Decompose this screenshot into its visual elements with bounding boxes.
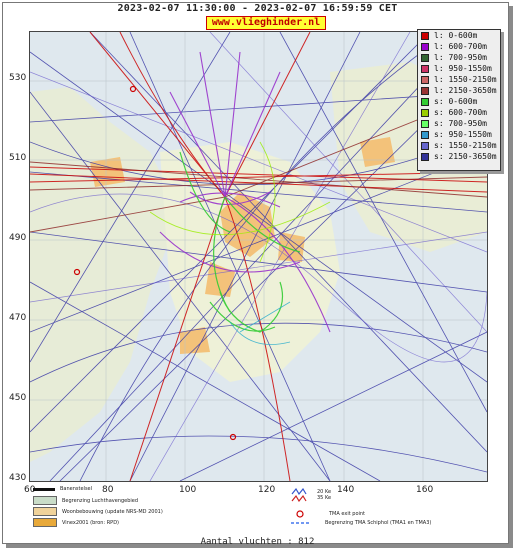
key-label: 20 Ke — [317, 489, 332, 495]
legend-swatch — [421, 119, 429, 128]
legend-item: l: 2150-3650m — [418, 85, 500, 96]
altitude-legend: l: 0-600m l: 600-700m l: 700-950m l: 950… — [417, 29, 501, 171]
y-tick-label: 470 — [9, 313, 27, 323]
legend-swatch — [421, 152, 429, 161]
legend-swatch — [421, 53, 429, 62]
noise-contour-icon — [291, 488, 307, 502]
key-housing: Woonbebouwing (update NRS-MD 2001) — [33, 507, 163, 516]
legend-label: s: 700-950m — [434, 119, 487, 128]
legend-item: s: 2150-3650m — [418, 151, 500, 162]
housing-swatch — [33, 507, 57, 516]
y-tick-label: 450 — [9, 393, 27, 403]
key-label: Vinex2001 (bron: RPD) — [62, 519, 119, 526]
x-tick-label: 60 — [24, 485, 36, 495]
legend-label: l: 950-1550m — [434, 64, 492, 73]
legend-label: l: 600-700m — [434, 42, 487, 51]
y-tick-label: 430 — [9, 473, 27, 483]
flight-count: Aantal vluchten : 812 — [200, 537, 315, 547]
key-runway: Banenstelsel — [33, 486, 92, 492]
legend-item: s: 1550-2150m — [418, 140, 500, 151]
key-label: Begrenzing TMA Schiphol (TMA1 en TMA3) — [325, 520, 432, 526]
legend-swatch — [421, 75, 429, 84]
legend-swatch — [421, 97, 429, 106]
legend-swatch — [421, 108, 429, 117]
site-badge[interactable]: www.vlieghinder.nl — [206, 16, 326, 30]
legend-label: s: 600-700m — [434, 108, 487, 117]
key-tma-exit: TMA exit point — [295, 509, 365, 519]
legend-item: l: 950-1550m — [418, 63, 500, 74]
legend-label: l: 700-950m — [434, 53, 487, 62]
legend-item: s: 950-1550m — [418, 129, 500, 140]
x-tick-label: 160 — [416, 485, 434, 495]
legend-item: l: 700-950m — [418, 52, 500, 63]
legend-label: s: 950-1550m — [434, 130, 492, 139]
page-title: 2023-02-07 11:30:00 - 2023-02-07 16:59:5… — [117, 3, 398, 14]
legend-item: l: 1550-2150m — [418, 74, 500, 85]
runway-swatch — [33, 487, 55, 491]
key-label: 35 Ke — [317, 495, 332, 501]
key-tma-boundary: Begrenzing TMA Schiphol (TMA1 en TMA3) — [291, 520, 431, 526]
boundary-swatch — [33, 496, 57, 505]
legend-label: l: 1550-2150m — [434, 75, 497, 84]
legend-item: l: 600-700m — [418, 41, 500, 52]
legend-label: l: 2150-3650m — [434, 86, 497, 95]
legend-swatch — [421, 141, 429, 150]
key-label: Woonbebouwing (update NRS-MD 2001) — [62, 508, 163, 515]
tma-exit-icon — [296, 510, 304, 518]
noise-labels: 20 Ke 35 Ke — [317, 489, 331, 501]
legend-swatch — [421, 42, 429, 51]
legend-swatch — [421, 130, 429, 139]
legend-label: s: 1550-2150m — [434, 141, 497, 150]
key-noise-contours: 20 Ke 35 Ke — [291, 488, 331, 502]
legend-item: l: 0-600m — [418, 30, 500, 41]
legend-swatch — [421, 31, 429, 40]
map-canvas — [30, 32, 487, 481]
y-tick-label: 490 — [9, 233, 27, 243]
x-tick-label: 80 — [102, 485, 114, 495]
tma-boundary-icon — [291, 522, 311, 524]
flight-track-map[interactable] — [29, 31, 488, 482]
x-tick-label: 140 — [337, 485, 355, 495]
y-tick-label: 530 — [9, 73, 27, 83]
vinex-swatch — [33, 518, 57, 527]
legend-swatch — [421, 86, 429, 95]
legend-label: s: 0-600m — [434, 97, 478, 106]
legend-item: s: 0-600m — [418, 96, 500, 107]
key-label: Begrenzing Luchthavengebied — [62, 497, 139, 504]
x-tick-label: 100 — [179, 485, 197, 495]
key-label: TMA exit point — [329, 511, 366, 517]
legend-label: s: 2150-3650m — [434, 152, 497, 161]
map-key: Banenstelsel Begrenzing Luchthavengebied… — [29, 482, 486, 530]
key-airport-boundary: Begrenzing Luchthavengebied — [33, 496, 138, 505]
legend-swatch — [421, 64, 429, 73]
key-vinex: Vinex2001 (bron: RPD) — [33, 518, 119, 527]
x-tick-label: 120 — [258, 485, 276, 495]
legend-label: l: 0-600m — [434, 31, 478, 40]
y-tick-label: 510 — [9, 153, 27, 163]
legend-item: s: 700-950m — [418, 118, 500, 129]
legend-item: s: 600-700m — [418, 107, 500, 118]
key-label: Banenstelsel — [60, 486, 93, 492]
